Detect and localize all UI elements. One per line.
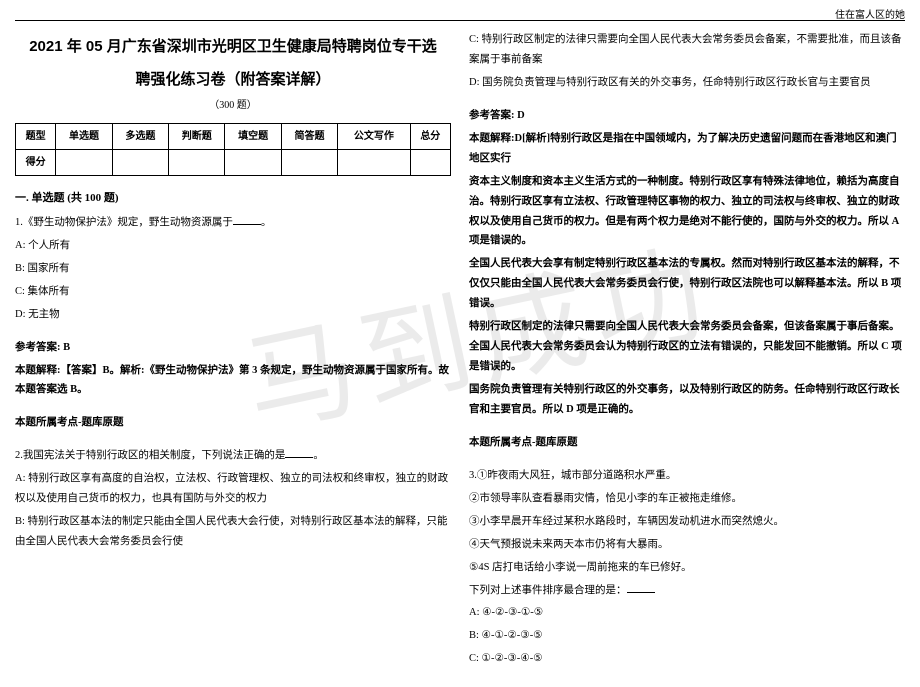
- q1-topic: 本题所属考点-题库原题: [15, 413, 451, 433]
- q3-l4: ④天气预报说未来两天本市仍将有大暴雨。: [469, 535, 905, 555]
- main-title-line2: 聘强化练习卷（附答案详解）: [15, 63, 451, 96]
- score-v1: [56, 150, 112, 176]
- q2-stem: 2.我国宪法关于特别行政区的相关制度，下列说法正确的是。: [15, 446, 451, 466]
- q3-l2: ②市领导率队查看暴雨灾情，恰见小李的车正被拖走维修。: [469, 489, 905, 509]
- score-h3: 判断题: [169, 124, 225, 150]
- score-v5: [281, 150, 337, 176]
- q2-opt-b: B: 特别行政区基本法的制定只能由全国人民代表大会行使，对特别行政区基本法的解释…: [15, 512, 451, 552]
- score-v6: [338, 150, 411, 176]
- q3-opt-b: B: ④-①-②-③-⑤: [469, 626, 905, 646]
- q2-stem-text: 2.我国宪法关于特别行政区的相关制度，下列说法正确的是: [15, 450, 285, 461]
- q1-suffix: 。: [261, 217, 272, 228]
- q2-opt-a: A: 特别行政区享有高度的自治权，立法权、行政管理权、独立的司法权和终审权，独立…: [15, 469, 451, 509]
- q2-opt-c: C: 特别行政区制定的法律只需要向全国人民代表大会常务委员会备案，不需要批准，而…: [469, 30, 905, 70]
- q1-opt-b: B: 国家所有: [15, 259, 451, 279]
- q1-opt-a: A: 个人所有: [15, 236, 451, 256]
- score-h6: 公文写作: [338, 124, 411, 150]
- subtitle: （300 题）: [15, 96, 451, 115]
- score-value-row: 得分: [16, 150, 451, 176]
- q3-l5: ⑤4S 店打电话给小李说一周前拖来的车已修好。: [469, 558, 905, 578]
- left-column: 2021 年 05 月广东省深圳市光明区卫生健康局特聘岗位专干选 聘强化练习卷（…: [15, 30, 451, 672]
- q2-topic: 本题所属考点-题库原题: [469, 433, 905, 453]
- q1-opt-c: C: 集体所有: [15, 282, 451, 302]
- q3-opt-a: A: ④-②-③-①-⑤: [469, 603, 905, 623]
- q1-opt-d: D: 无主物: [15, 305, 451, 325]
- q2-expl1: 本题解释:D[解析]特别行政区是指在中国领域内，为了解决历史遗留问题而在香港地区…: [469, 129, 905, 169]
- page-content: 2021 年 05 月广东省深圳市光明区卫生健康局特聘岗位专干选 聘强化练习卷（…: [0, 0, 920, 687]
- score-h1: 单选题: [56, 124, 112, 150]
- section1-heading: 一. 单选题 (共 100 题): [15, 188, 451, 209]
- q2-expl2: 资本主义制度和资本主义生活方式的一种制度。特别行政区享有特殊法律地位，赖括为高度…: [469, 172, 905, 252]
- score-v4: [225, 150, 281, 176]
- score-v2: [112, 150, 168, 176]
- q1-answer: 参考答案: B: [15, 338, 451, 358]
- right-column: C: 特别行政区制定的法律只需要向全国人民代表大会常务委员会备案，不需要批准，而…: [469, 30, 905, 672]
- main-title-line1: 2021 年 05 月广东省深圳市光明区卫生健康局特聘岗位专干选: [15, 30, 451, 63]
- q2-expl5: 国务院负责管理有关特别行政区的外交事务，以及特别行政区的防务。任命特别行政区行政…: [469, 380, 905, 420]
- score-table: 题型 单选题 多选题 判断题 填空题 简答题 公文写作 总分 得分: [15, 123, 451, 176]
- q2-opt-d: D: 国务院负责管理与特别行政区有关的外交事务，任命特别行政区行政长官与主要官员: [469, 73, 905, 93]
- q3-stem: 下列对上述事件排序最合理的是：: [469, 581, 905, 601]
- q3-l1: 3.①昨夜雨大风狂，城市部分道路积水严重。: [469, 466, 905, 486]
- q3-stem-text: 下列对上述事件排序最合理的是：: [469, 585, 627, 596]
- score-v7: [410, 150, 450, 176]
- q2-answer: 参考答案: D: [469, 106, 905, 126]
- q1-stem-text: 1.《野生动物保护法》规定，野生动物资源属于: [15, 217, 233, 228]
- score-h2: 多选题: [112, 124, 168, 150]
- q1-explanation: 本题解释:【答案】B。解析:《野生动物保护法》第 3 条规定，野生动物资源属于国…: [15, 361, 451, 401]
- score-h7: 总分: [410, 124, 450, 150]
- q1-blank: [233, 224, 261, 225]
- score-v3: [169, 150, 225, 176]
- q3-opt-c: C: ①-②-③-④-⑤: [469, 649, 905, 669]
- q2-expl3: 全国人民代表大会享有制定特别行政区基本法的专属权。然而对特别行政区基本法的解释，…: [469, 254, 905, 314]
- score-header-row: 题型 单选题 多选题 判断题 填空题 简答题 公文写作 总分: [16, 124, 451, 150]
- q2-blank: [285, 457, 313, 458]
- score-h4: 填空题: [225, 124, 281, 150]
- q1-stem: 1.《野生动物保护法》规定，野生动物资源属于 。: [15, 213, 451, 233]
- score-v0: 得分: [16, 150, 56, 176]
- score-h0: 题型: [16, 124, 56, 150]
- q3-l3: ③小李早晨开车经过某积水路段时，车辆因发动机进水而突然熄火。: [469, 512, 905, 532]
- q2-expl4: 特别行政区制定的法律只需要向全国人民代表大会常务委员会备案，但该备案属于事后备案…: [469, 317, 905, 377]
- q3-blank: [627, 592, 655, 593]
- score-h5: 简答题: [281, 124, 337, 150]
